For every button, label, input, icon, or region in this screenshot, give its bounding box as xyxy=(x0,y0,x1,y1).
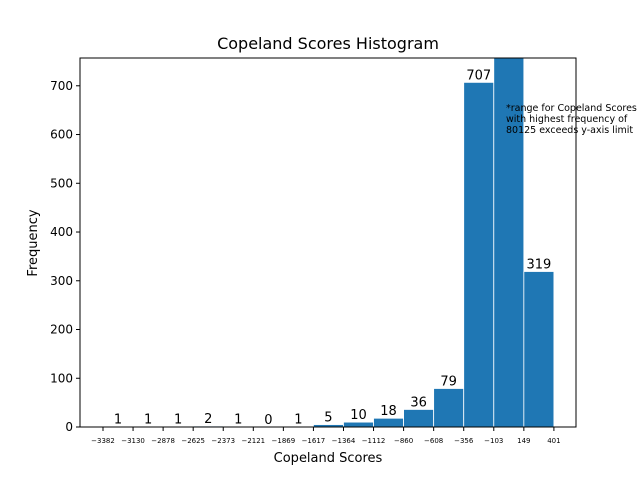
histogram-bar xyxy=(403,409,435,428)
bar-value-label: 0 xyxy=(264,413,272,428)
y-tick-label: 200 xyxy=(50,323,73,337)
x-tick-label: −1112 xyxy=(362,437,386,445)
bar-value-label: 707 xyxy=(466,68,491,83)
plot-frame xyxy=(79,57,577,428)
x-axis-ticks: −3382 −3130 −2878 −2625 −2373 −2121 −1869 −1617… xyxy=(91,427,561,445)
bars xyxy=(102,57,555,428)
histogram-bar xyxy=(523,271,555,428)
note-line: 80125 exceeds y-axis limit xyxy=(506,125,633,136)
bar-value-label: 18 xyxy=(380,404,397,419)
x-tick-label: −2373 xyxy=(211,437,235,445)
x-tick-label: −2625 xyxy=(181,437,205,445)
histogram-bar xyxy=(433,388,465,428)
y-tick-label: 100 xyxy=(50,371,73,385)
x-tick-label: −1617 xyxy=(302,437,326,445)
x-tick-label: −3382 xyxy=(91,437,115,445)
x-tick-label: 401 xyxy=(547,437,560,445)
y-axis-ticks: 0 100 200 300 400 500 600 700 xyxy=(50,79,80,434)
bar-value-label: 1 xyxy=(294,413,302,428)
bar-value-label: 1 xyxy=(234,413,242,428)
bar-value-label: 36 xyxy=(410,395,427,410)
y-tick-label: 700 xyxy=(50,79,73,93)
x-tick-label: −2121 xyxy=(241,437,265,445)
bar-value-label: 1 xyxy=(114,413,122,428)
x-tick-label: −103 xyxy=(484,437,503,445)
x-tick-label: −3130 xyxy=(121,437,145,445)
bar-value-label: 5 xyxy=(324,411,332,426)
x-tick-label: −1364 xyxy=(332,437,356,445)
x-tick-label: −860 xyxy=(394,437,413,445)
bar-value-label: 1 xyxy=(174,413,182,428)
x-tick-label: −2878 xyxy=(151,437,175,445)
y-tick-label: 500 xyxy=(50,176,73,190)
y-tick-label: 600 xyxy=(50,128,73,142)
y-axis-label: Frequency xyxy=(26,209,41,276)
x-tick-label: −356 xyxy=(454,437,474,445)
y-tick-label: 300 xyxy=(50,274,73,288)
x-tick-label: 149 xyxy=(517,437,530,445)
x-axis-label: Copeland Scores xyxy=(274,451,383,466)
histogram-bar xyxy=(463,81,495,428)
y-tick-label: 0 xyxy=(65,420,73,434)
histogram-bar xyxy=(373,417,405,428)
x-tick-label: −608 xyxy=(424,437,443,445)
bar-value-label: 10 xyxy=(350,408,367,423)
y-tick-label: 400 xyxy=(50,225,73,239)
note-line: with highest frequency of xyxy=(506,114,628,125)
bar-value-label: 2 xyxy=(204,412,212,427)
bar-value-label: 1 xyxy=(144,413,152,428)
bar-value-label: 79 xyxy=(440,374,457,389)
note-line: *range for Copeland Scores xyxy=(506,103,637,114)
bar-value-label: 319 xyxy=(526,258,551,273)
chart-title: Copeland Scores Histogram xyxy=(217,34,439,53)
x-tick-label: −1869 xyxy=(272,437,296,445)
